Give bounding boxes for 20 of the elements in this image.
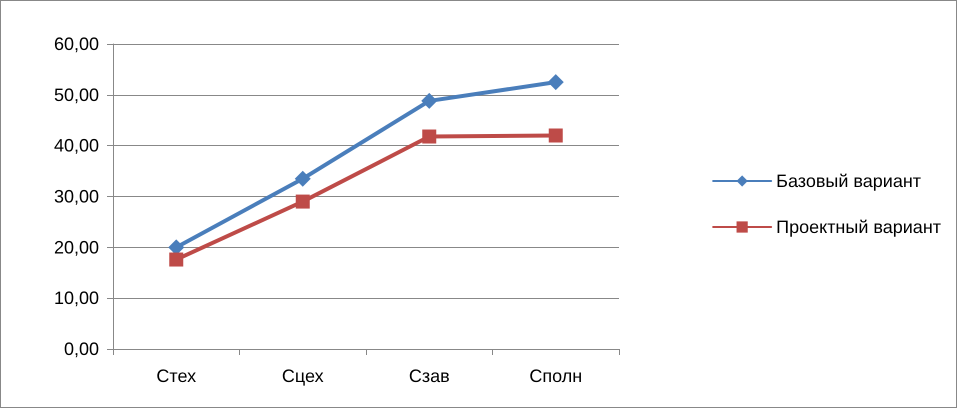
y-tick-label: 20,00 (54, 237, 99, 258)
x-tick-label: Стех (156, 366, 196, 386)
x-tick-label: Сцех (282, 366, 324, 386)
x-tick-label: Сполн (529, 366, 582, 386)
y-tick-label: 40,00 (54, 136, 99, 156)
y-tick-label: 10,00 (54, 288, 99, 308)
y-tick-label: 0,00 (64, 339, 99, 359)
x-tick-label: Сзав (408, 366, 450, 386)
y-tick-label: 60,00 (54, 34, 99, 54)
point (548, 128, 563, 142)
legend-label: Проектный вариант (776, 217, 942, 237)
point (421, 92, 438, 109)
y-tick-label: 30,00 (54, 186, 99, 206)
point (548, 74, 564, 90)
point (169, 252, 184, 267)
point (294, 170, 311, 187)
point (296, 194, 310, 209)
point (422, 130, 436, 144)
legend-label: Базовый вариант (776, 171, 922, 191)
y-tick-label: 50,00 (54, 84, 99, 105)
